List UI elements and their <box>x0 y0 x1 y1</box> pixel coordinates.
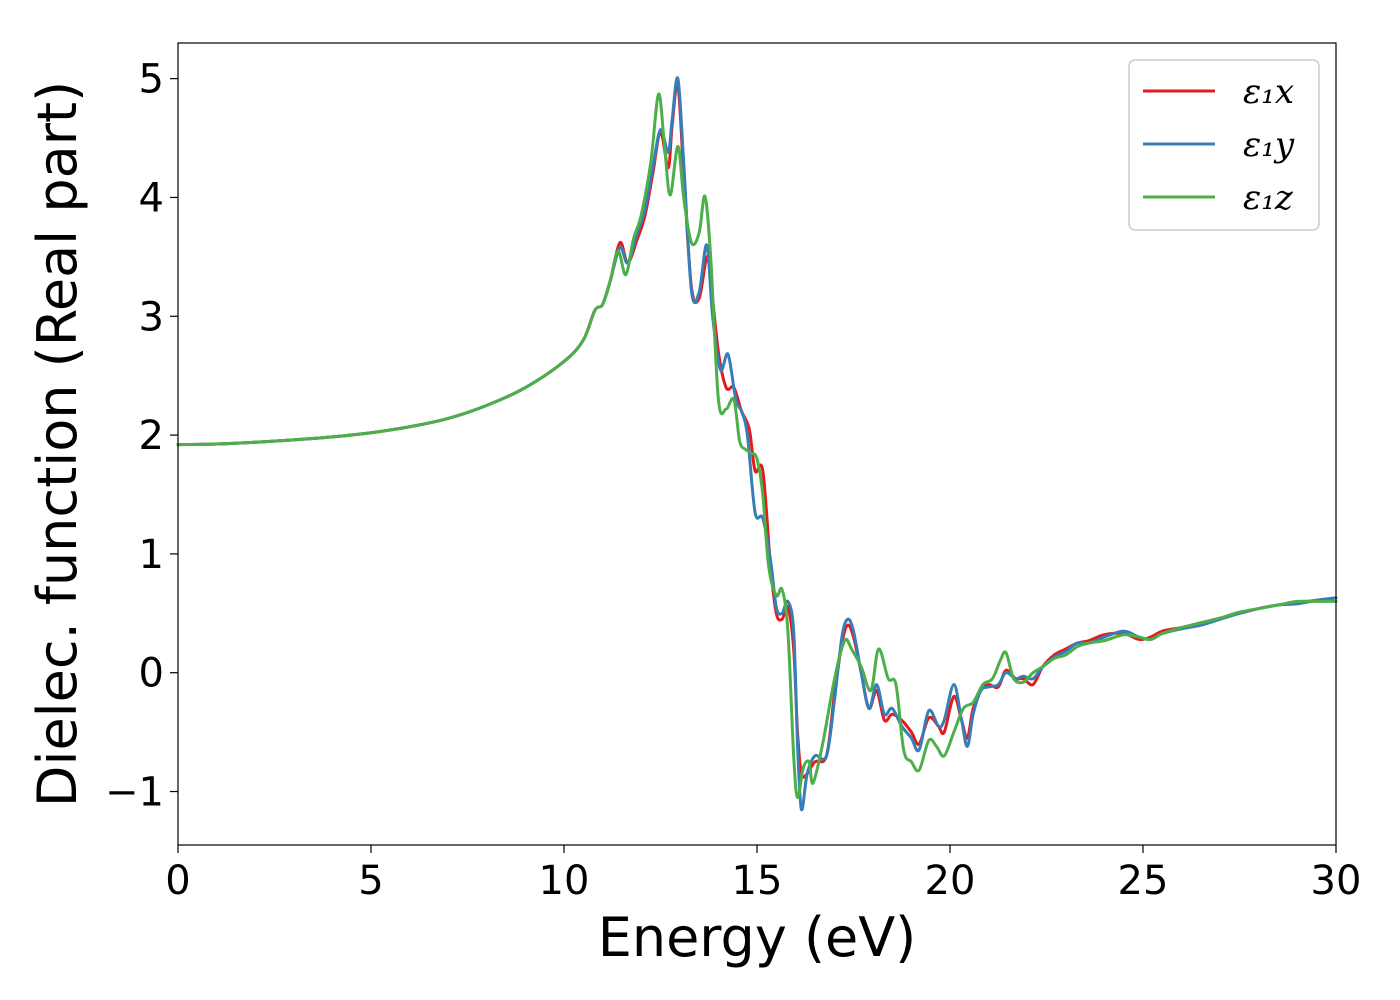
y-tick-label: 2 <box>139 413 164 459</box>
y-axis-ticks: −1 0 1 2 3 4 5 <box>105 57 178 816</box>
x-tick-label: 15 <box>732 858 783 904</box>
series-lines <box>176 76 1338 812</box>
x-tick-label: 5 <box>358 858 383 904</box>
legend-items: ε₁x ε₁y ε₁z <box>1143 72 1295 218</box>
y-tick-label: −1 <box>105 770 164 816</box>
x-tick-label: 25 <box>1118 858 1169 904</box>
y-tick-label: 1 <box>139 532 164 578</box>
y-tick-label: 4 <box>139 175 164 221</box>
legend: ε₁x ε₁y ε₁z <box>1128 59 1320 231</box>
x-tick-label: 0 <box>165 858 190 904</box>
legend-label-3: ε₁z <box>1243 178 1294 218</box>
legend-label-2: ε₁y <box>1243 125 1295 165</box>
legend-label-1: ε₁x <box>1243 72 1294 112</box>
x-tick-label: 20 <box>925 858 976 904</box>
series-line-3 <box>176 92 1338 799</box>
y-tick-label: 3 <box>139 294 164 340</box>
x-tick-label: 30 <box>1311 858 1362 904</box>
y-tick-label: 5 <box>139 57 164 103</box>
x-axis-ticks: 0 5 10 15 20 25 30 <box>165 845 1361 904</box>
y-tick-label: 0 <box>139 651 164 697</box>
x-tick-label: 10 <box>539 858 590 904</box>
y-axis-label: Dielec. function (Real part) <box>26 81 89 807</box>
x-axis-label: Energy (eV) <box>598 906 917 969</box>
legend-box <box>1128 59 1320 231</box>
